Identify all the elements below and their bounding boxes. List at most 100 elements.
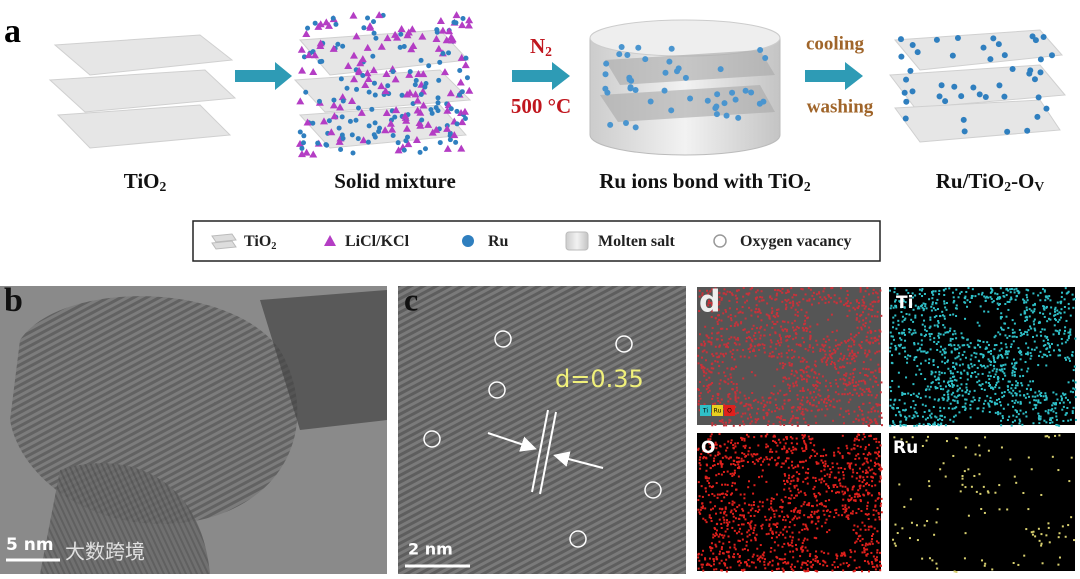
map-pixel <box>824 462 827 465</box>
map-pixel <box>717 372 720 375</box>
map-pixel <box>998 296 1001 299</box>
map-pixel <box>856 493 859 496</box>
map-pixel <box>763 563 766 566</box>
map-pixel <box>874 418 877 421</box>
map-pixel <box>889 386 892 389</box>
salt-particle <box>361 80 370 88</box>
map-pixel <box>699 392 702 395</box>
map-pixel <box>733 358 736 361</box>
map-pixel <box>802 480 805 483</box>
ru-particle <box>464 75 470 81</box>
map-pixel <box>867 443 870 446</box>
map-pixel <box>733 324 736 327</box>
map-pixel <box>833 294 836 297</box>
map-pixel <box>1068 357 1071 360</box>
map-pixel <box>794 328 797 331</box>
map-pixel <box>734 294 737 297</box>
map-pixel <box>720 500 723 503</box>
map-pixel <box>727 523 730 526</box>
map-pixel <box>912 332 915 335</box>
map-pixel <box>720 522 723 525</box>
salt-particle <box>464 21 473 29</box>
map-pixel <box>797 304 800 307</box>
map-pixel <box>1044 435 1047 438</box>
map-pixel <box>745 433 748 436</box>
map-pixel <box>902 300 905 303</box>
map-pixel <box>748 356 751 359</box>
map-pixel <box>801 466 804 469</box>
map-pixel <box>966 371 969 374</box>
map-pixel <box>861 393 864 396</box>
map-pixel <box>748 533 751 536</box>
map-pixel <box>1047 522 1050 525</box>
map-pixel <box>711 547 714 550</box>
map-pixel <box>861 438 864 441</box>
map-pixel <box>854 457 857 460</box>
map-pixel <box>818 389 821 392</box>
map-pixel <box>758 500 761 503</box>
map-pixel <box>793 319 796 322</box>
map-pixel <box>915 524 918 527</box>
map-pixel <box>733 336 736 339</box>
map-pixel <box>1051 455 1054 458</box>
map-pixel <box>960 290 963 293</box>
map-pixel <box>915 373 918 376</box>
map-pixel <box>847 516 850 519</box>
map-pixel <box>806 401 809 404</box>
map-pixel <box>894 414 897 417</box>
map-pixel <box>761 505 764 508</box>
map-pixel <box>1074 388 1077 391</box>
map-pixel <box>747 330 750 333</box>
map-pixel <box>712 354 715 357</box>
map-pixel <box>847 383 850 386</box>
map-pixel <box>862 433 865 436</box>
map-pixel <box>791 296 794 299</box>
map-pixel <box>908 537 911 540</box>
map-pixel <box>1008 415 1011 418</box>
map-pixel <box>795 343 798 346</box>
map-pixel <box>1033 327 1036 330</box>
map-pixel <box>1012 389 1015 392</box>
map-pixel <box>724 493 727 496</box>
map-pixel <box>1038 390 1041 393</box>
map-pixel <box>836 347 839 350</box>
map-pixel <box>813 485 816 488</box>
map-pixel <box>808 456 811 459</box>
ru-particle <box>662 69 669 76</box>
map-pixel <box>869 422 872 425</box>
map-pixel <box>1045 398 1048 401</box>
ru-particle <box>909 88 916 95</box>
map-pixel <box>989 363 992 366</box>
map-pixel <box>875 394 878 397</box>
map-pixel <box>830 313 833 316</box>
map-pixel <box>858 343 861 346</box>
map-pixel <box>994 411 997 414</box>
map-pixel <box>936 567 939 570</box>
map-pixel <box>741 514 744 517</box>
map-pixel <box>737 539 740 542</box>
map-pixel <box>783 376 786 379</box>
map-pixel <box>934 387 937 390</box>
map-pixel <box>849 499 852 502</box>
ru-particle <box>371 80 377 86</box>
map-pixel <box>985 295 988 298</box>
map-pixel <box>806 482 809 485</box>
map-pixel <box>993 348 996 351</box>
map-pixel <box>1055 393 1058 396</box>
map-pixel <box>823 474 826 477</box>
map-pixel <box>792 479 795 482</box>
map-pixel <box>774 298 777 301</box>
map-pixel <box>793 510 796 513</box>
map-pixel <box>761 501 764 504</box>
map-pixel <box>857 351 860 354</box>
map-pixel <box>768 523 771 526</box>
map-pixel <box>924 389 927 392</box>
salt-particle <box>443 144 452 152</box>
map-pixel <box>728 393 731 396</box>
map-pixel <box>804 471 807 474</box>
map-pixel <box>1013 364 1016 367</box>
map-pixel <box>748 446 751 449</box>
map-pixel <box>920 343 923 346</box>
map-pixel <box>848 452 851 455</box>
map-pixel <box>953 415 956 418</box>
